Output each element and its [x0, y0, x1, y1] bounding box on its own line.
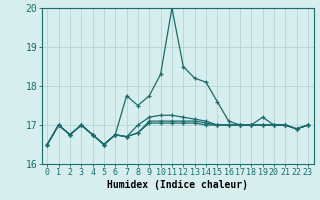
X-axis label: Humidex (Indice chaleur): Humidex (Indice chaleur) [107, 180, 248, 190]
